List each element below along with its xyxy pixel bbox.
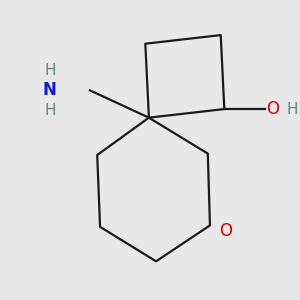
Text: H: H — [44, 103, 56, 118]
Text: O: O — [266, 100, 279, 118]
Text: N: N — [43, 81, 57, 99]
Text: H: H — [287, 102, 298, 117]
Text: O: O — [219, 222, 232, 240]
Text: H: H — [44, 63, 56, 78]
